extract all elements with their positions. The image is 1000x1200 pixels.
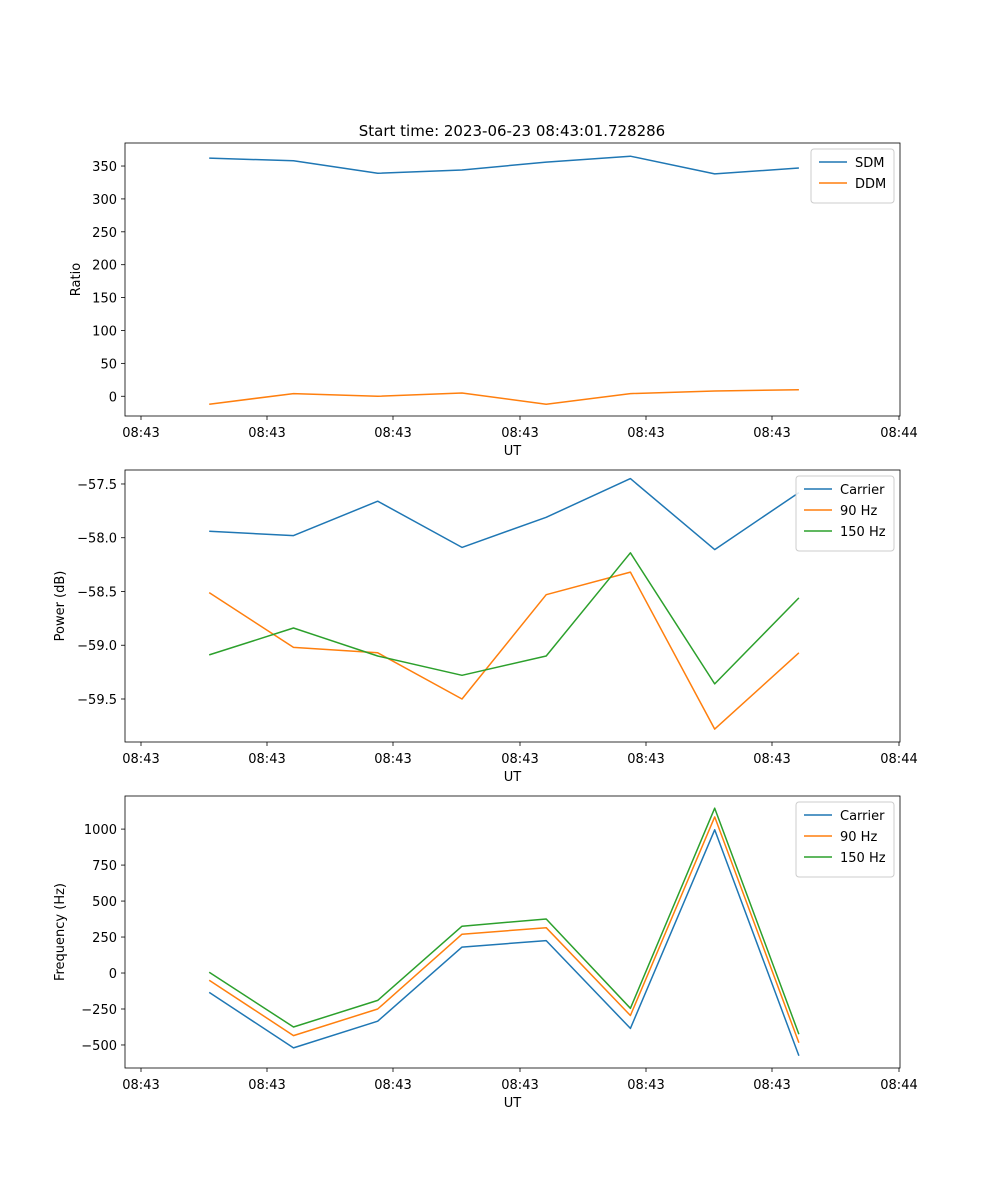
y-tick-label: −58.5 bbox=[77, 585, 117, 600]
x-tick-label: 08:43 bbox=[627, 426, 664, 441]
series-line-sdm bbox=[209, 155, 799, 175]
x-tick-label: 08:43 bbox=[627, 752, 664, 767]
y-tick-label: 150 bbox=[92, 292, 117, 307]
x-tick-label: 08:43 bbox=[248, 426, 285, 441]
chart-title: Start time: 2023-06-23 08:43:01.728286 bbox=[359, 122, 665, 140]
y-tick-label: 50 bbox=[100, 357, 117, 372]
y-tick-label: 100 bbox=[92, 324, 117, 339]
series-line-ddm bbox=[209, 388, 799, 405]
legend-label: 90 Hz bbox=[840, 830, 877, 845]
y-tick-label: 500 bbox=[92, 895, 117, 910]
x-tick-label: 08:43 bbox=[627, 1078, 664, 1093]
y-axis-label: Frequency (Hz) bbox=[53, 883, 68, 981]
legend-label: SDM bbox=[855, 156, 884, 171]
legend: Carrier 90 Hz 150 Hz bbox=[795, 801, 895, 878]
y-tick-label: −250 bbox=[81, 1003, 117, 1018]
x-axis-label: UT bbox=[504, 1096, 522, 1111]
y-tick-label: −57.5 bbox=[77, 478, 117, 493]
y-tick-label: 200 bbox=[92, 259, 117, 274]
y-tick-label: −500 bbox=[81, 1039, 117, 1054]
x-tick-label: 08:44 bbox=[880, 1078, 917, 1093]
x-tick-label: 08:44 bbox=[880, 426, 917, 441]
x-tick-label: 08:43 bbox=[753, 1078, 790, 1093]
x-tick-label: 08:43 bbox=[501, 1078, 538, 1093]
y-axis-label: Ratio bbox=[69, 263, 84, 296]
y-tick-label: 300 bbox=[92, 193, 117, 208]
x-axis-label: UT bbox=[504, 444, 522, 459]
x-tick-label: 08:43 bbox=[501, 752, 538, 767]
x-tick-label: 08:43 bbox=[122, 752, 159, 767]
y-tick-label: 1000 bbox=[84, 823, 117, 838]
y-tick-label: 750 bbox=[92, 859, 117, 874]
series-line-150-hz bbox=[208, 807, 800, 1035]
x-tick-label: 08:43 bbox=[122, 1078, 159, 1093]
series-line-carrier bbox=[209, 477, 800, 551]
x-tick-label: 08:43 bbox=[374, 426, 411, 441]
y-tick-label: 0 bbox=[109, 390, 117, 405]
x-tick-label: 08:43 bbox=[122, 426, 159, 441]
x-axis-label: UT bbox=[504, 770, 522, 785]
legend-label: DDM bbox=[855, 177, 886, 192]
legend: SDM DDM bbox=[810, 148, 895, 204]
x-tick-label: 08:43 bbox=[374, 1078, 411, 1093]
legend-label: Carrier bbox=[840, 809, 885, 824]
y-tick-label: −59.0 bbox=[77, 639, 117, 654]
series-line-90-hz bbox=[208, 816, 800, 1044]
y-tick-label: 0 bbox=[109, 967, 117, 982]
legend-label: 150 Hz bbox=[840, 525, 886, 540]
legend-label: Carrier bbox=[840, 483, 885, 498]
legend-box bbox=[795, 475, 895, 552]
y-axis-label: Power (dB) bbox=[53, 571, 68, 642]
legend-box bbox=[795, 801, 895, 878]
y-tick-label: −58.0 bbox=[77, 532, 117, 547]
series-line-carrier bbox=[208, 829, 800, 1057]
chart-panel-2: 08:43 08:43 08:43 08:43 08:43 08:43 08:44 −59.5… bbox=[53, 469, 918, 785]
x-tick-label: 08:44 bbox=[880, 752, 917, 767]
axes-frame bbox=[124, 795, 901, 1069]
legend-label: 150 Hz bbox=[840, 851, 886, 866]
axes-frame bbox=[124, 469, 901, 743]
y-tick-label: 250 bbox=[92, 931, 117, 946]
series-line-150-hz bbox=[208, 552, 800, 685]
legend-label: 90 Hz bbox=[840, 504, 877, 519]
x-tick-label: 08:43 bbox=[248, 752, 285, 767]
series-line-90-hz bbox=[208, 571, 800, 730]
chart-panel-3: 08:43 08:43 08:43 08:43 08:43 08:43 08:44 −500 −… bbox=[53, 795, 918, 1111]
x-tick-label: 08:43 bbox=[753, 426, 790, 441]
legend: Carrier 90 Hz 150 Hz bbox=[795, 475, 895, 552]
y-tick-label: 250 bbox=[92, 226, 117, 241]
y-tick-label: 350 bbox=[92, 160, 117, 175]
axes-frame bbox=[124, 142, 901, 417]
x-tick-label: 08:43 bbox=[374, 752, 411, 767]
y-tick-label: −59.5 bbox=[77, 693, 117, 708]
chart-panel-1: 08:43 08:43 08:43 08:43 08:43 08:43 08:44 0 50 10… bbox=[69, 142, 918, 459]
x-tick-label: 08:43 bbox=[501, 426, 538, 441]
x-tick-label: 08:43 bbox=[753, 752, 790, 767]
x-tick-label: 08:43 bbox=[248, 1078, 285, 1093]
